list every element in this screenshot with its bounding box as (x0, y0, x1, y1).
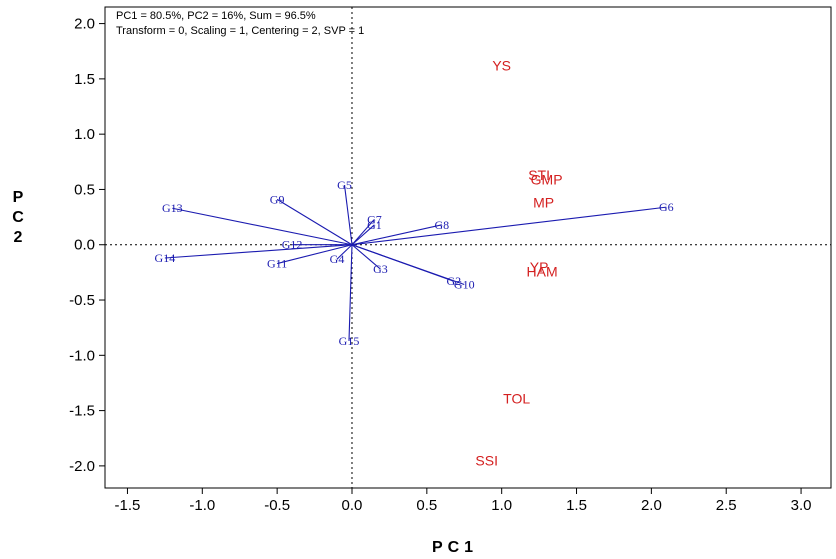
trait-label: HAM (527, 263, 558, 279)
genotype-label: G15 (339, 334, 360, 348)
y-axis: 2.0 1.5 1.0 0.5 0.0 -0.5 -1.0 -1.5 -2.0 (69, 16, 105, 475)
y-axis-title-char: P (13, 189, 24, 206)
y-axis-title: PC 2 (12, 189, 24, 246)
x-tick-label: -1.5 (115, 497, 141, 514)
y-axis-title-char: C (12, 209, 24, 226)
genotype-vector (348, 244, 353, 341)
x-tick-label: 0.0 (342, 497, 363, 514)
info-line-1: PC1 = 80.5%, PC2 = 16%, Sum = 96.5% (116, 10, 316, 22)
x-tick-label: 2.0 (641, 497, 662, 514)
genotype-label: G7 (367, 212, 382, 226)
y-tick-label: 0.0 (74, 237, 95, 254)
genotype-vector (351, 224, 375, 246)
genotype-vectors (164, 184, 667, 341)
genotype-label: G14 (155, 251, 176, 265)
x-tick-label: 1.0 (491, 497, 512, 514)
y-tick-label: -2.0 (69, 458, 95, 475)
x-axis: -1.5 -1.0 -0.5 0.0 0.5 1.0 1.5 2.0 2.5 3.0 (115, 488, 812, 514)
trait-label: YS (492, 58, 511, 74)
genotype-vector (351, 224, 442, 246)
x-tick-label: -1.0 (189, 497, 215, 514)
y-axis-title-char: 2 (14, 229, 23, 246)
y-tick-label: 2.0 (74, 16, 95, 33)
genotype-vector (351, 218, 375, 246)
genotype-vector (351, 244, 381, 270)
genotype-vector (336, 244, 353, 260)
y-tick-label: -1.5 (69, 403, 95, 420)
genotype-vector (276, 198, 353, 246)
genotype-vector (172, 207, 353, 246)
x-axis-title: PC1 (432, 539, 478, 556)
x-tick-label: 1.5 (566, 497, 587, 514)
x-tick-label: 3.0 (791, 497, 812, 514)
genotype-label: G8 (434, 218, 449, 232)
genotype-label: G3 (373, 262, 388, 276)
genotype-label: G12 (282, 238, 303, 252)
x-tick-label: 2.5 (716, 497, 737, 514)
trait-label: YP (530, 259, 549, 275)
x-tick-label: 0.5 (416, 497, 437, 514)
genotype-vector (343, 184, 353, 245)
genotype-label: G11 (267, 257, 287, 271)
trait-label: GMP (531, 171, 563, 187)
trait-label: MP (533, 195, 554, 211)
genotype-label: G1 (367, 218, 382, 232)
genotype-vector (164, 244, 353, 259)
genotype-label: G5 (337, 178, 352, 192)
trait-label: STI (528, 167, 550, 183)
genotype-label: G10 (454, 278, 475, 292)
genotype-label: G9 (270, 192, 285, 206)
genotype-label: G13 (162, 201, 183, 215)
genotype-label: G6 (659, 200, 674, 214)
y-tick-label: 1.0 (74, 126, 95, 143)
y-tick-label: 1.5 (74, 71, 95, 88)
genotype-vector (351, 244, 465, 286)
x-tick-label: -0.5 (264, 497, 290, 514)
trait-label: SSI (475, 452, 498, 468)
genotype-vector (277, 244, 353, 265)
genotype-label: G4 (330, 252, 345, 266)
genotype-vector (351, 206, 667, 246)
genotype-label: G2 (446, 274, 461, 288)
plot-frame (104, 6, 832, 489)
y-tick-label: -1.0 (69, 347, 95, 364)
y-tick-label: 0.5 (74, 181, 95, 198)
y-tick-label: -0.5 (69, 292, 95, 309)
trait-label: TOL (503, 390, 530, 406)
genotype-labels: G1 G2 G3 G4 G5 G6 G7 G8 G9 G10 G11 G12 G13 G14 G15 (155, 178, 674, 348)
info-line-2: Transform = 0, Scaling = 1, Centering = … (116, 25, 364, 37)
